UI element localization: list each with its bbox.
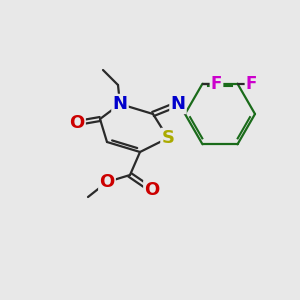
Text: O: O bbox=[144, 181, 160, 199]
Text: F: F bbox=[211, 75, 222, 93]
Text: O: O bbox=[69, 114, 85, 132]
Text: O: O bbox=[99, 173, 115, 191]
Text: N: N bbox=[170, 95, 185, 113]
Text: F: F bbox=[246, 75, 257, 93]
Text: N: N bbox=[112, 95, 128, 113]
Text: S: S bbox=[161, 129, 175, 147]
